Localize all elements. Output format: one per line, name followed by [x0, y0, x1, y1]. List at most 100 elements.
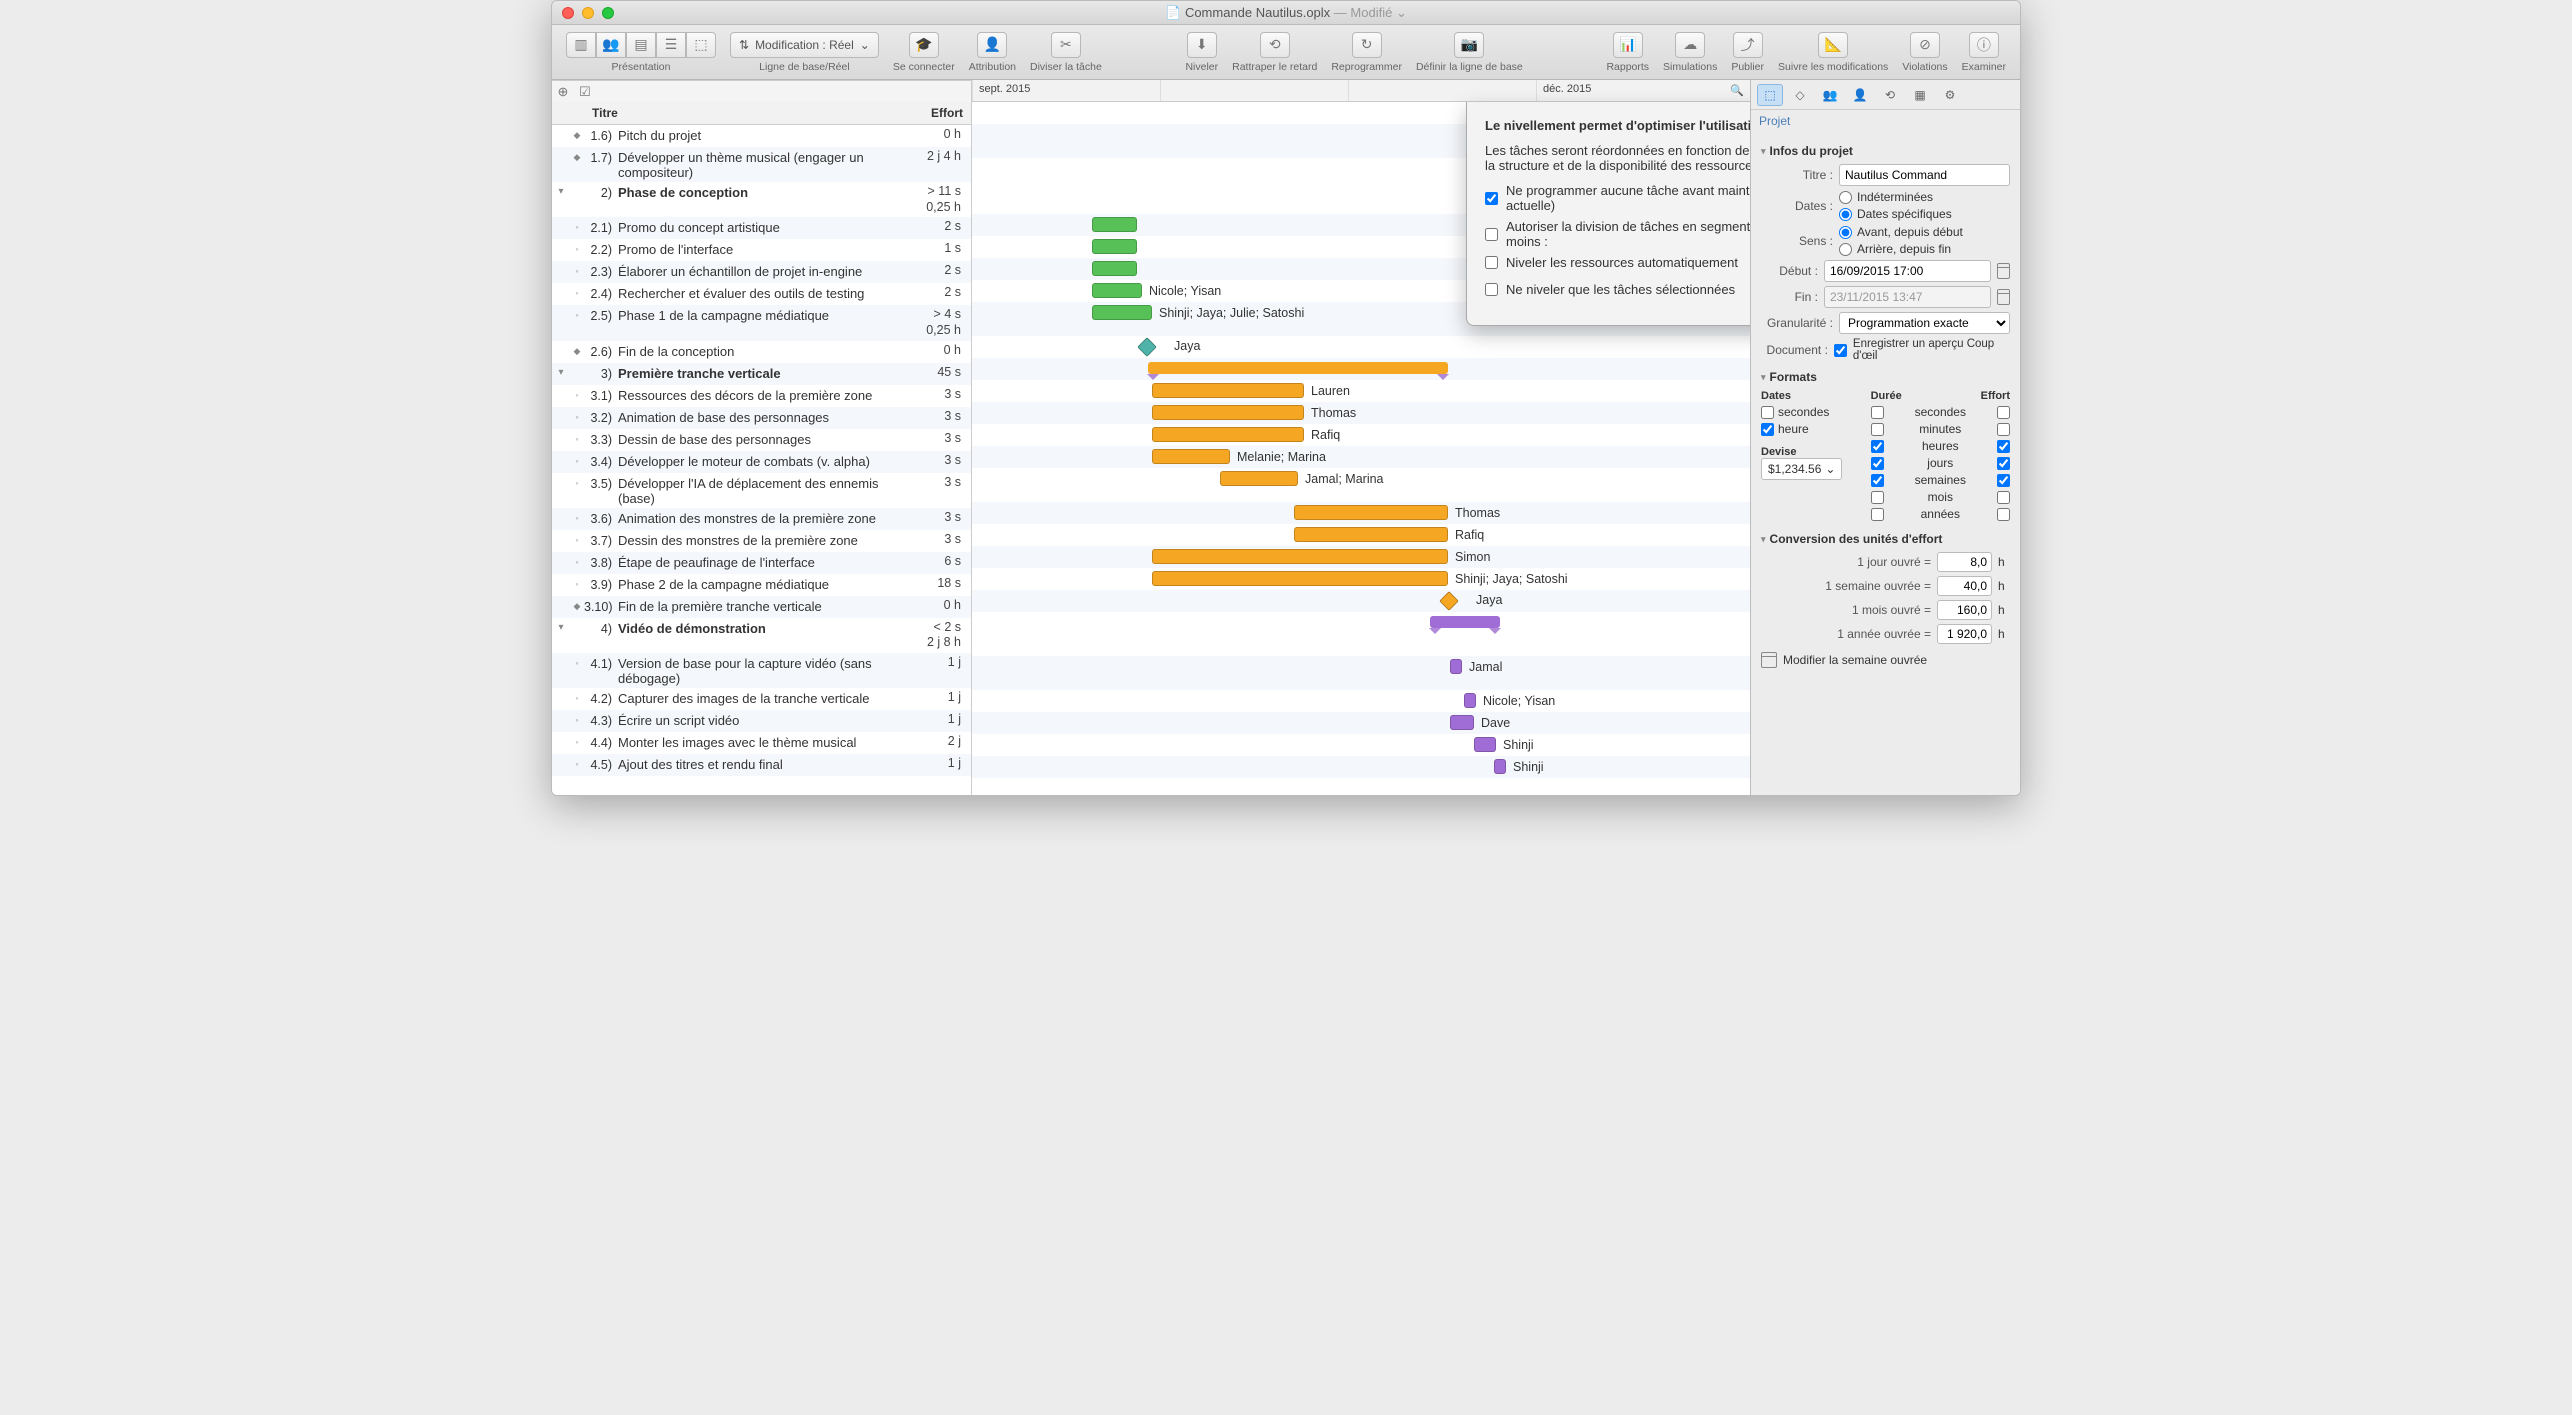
level-button[interactable]: ⬇	[1187, 32, 1217, 58]
gantt-row[interactable]: Thomas	[972, 502, 1750, 524]
gantt-bar[interactable]: Lauren	[1152, 383, 1304, 398]
gantt-row[interactable]: Simon	[972, 546, 1750, 568]
disclosure-icon[interactable]	[552, 690, 570, 692]
direction-forward-radio[interactable]	[1839, 226, 1852, 239]
task-row[interactable]: ◦2.2)Promo de l'interface1 s	[552, 239, 971, 261]
disclosure-icon[interactable]	[552, 475, 570, 477]
publish-button[interactable]: ⤴	[1733, 32, 1763, 58]
dur-hours-checkbox[interactable]	[1871, 440, 1884, 453]
view-list-button[interactable]: ☰	[656, 32, 686, 58]
conv-day-input[interactable]	[1937, 552, 1992, 572]
gantt-bar[interactable]: Shinji; Jaya; Julie; Satoshi	[1092, 305, 1152, 320]
view-resources-button[interactable]: 👥	[596, 32, 626, 58]
inspector-tab-project-icon[interactable]: ⬚	[1757, 84, 1783, 106]
calendar-icon[interactable]	[1997, 263, 2010, 279]
gantt-bar[interactable]: Shinji	[1494, 759, 1506, 774]
gantt-milestone-icon[interactable]	[1137, 337, 1157, 357]
task-row[interactable]: ◦4.1)Version de base pour la capture vid…	[552, 653, 971, 688]
gantt-summary-bar[interactable]	[1430, 616, 1500, 628]
gantt-bar[interactable]: Jamal	[1450, 659, 1462, 674]
gantt-row[interactable]: Shinji	[972, 756, 1750, 778]
disclosure-icon[interactable]	[552, 712, 570, 714]
gantt-row[interactable]: Jaya	[972, 590, 1750, 612]
task-row[interactable]: ◦3.1)Ressources des décors de la premièr…	[552, 385, 971, 407]
disclosure-icon[interactable]	[552, 576, 570, 578]
disclosure-icon[interactable]: ▾	[552, 184, 570, 197]
gantt-bar[interactable]: Rafiq	[1294, 527, 1448, 542]
opt-allow-splitting[interactable]	[1485, 228, 1498, 241]
view-outline-button[interactable]: ▤	[626, 32, 656, 58]
disclosure-icon[interactable]	[552, 149, 570, 151]
gantt-bar[interactable]: Shinji; Jaya; Satoshi	[1152, 571, 1448, 586]
currency-popup[interactable]: $1,234.56⌄	[1761, 458, 1842, 480]
inspector-tab-schedule-icon[interactable]: ⟲	[1877, 84, 1903, 106]
disclosure-icon[interactable]	[552, 409, 570, 411]
gantt-bar[interactable]: Melanie; Marina	[1152, 449, 1230, 464]
disclosure-icon[interactable]	[552, 343, 570, 345]
gantt-row[interactable]	[972, 612, 1750, 656]
gantt-row[interactable]: Dave	[972, 712, 1750, 734]
gantt-bar[interactable]	[1092, 217, 1137, 232]
dur-days-checkbox[interactable]	[1871, 457, 1884, 470]
task-row[interactable]: ◦3.8)Étape de peaufinage de l'interface6…	[552, 552, 971, 574]
task-row[interactable]: ◦3.7)Dessin des monstres de la première …	[552, 530, 971, 552]
gantt-row[interactable]	[972, 358, 1750, 380]
track-changes-button[interactable]: 📐	[1818, 32, 1848, 58]
conv-week-input[interactable]	[1937, 576, 1992, 596]
disclosure-icon[interactable]	[552, 756, 570, 758]
inspector-tab-milestone-icon[interactable]: ◇	[1787, 84, 1813, 106]
disclosure-icon[interactable]	[552, 510, 570, 512]
disclosure-icon[interactable]	[552, 127, 570, 129]
disclosure-icon[interactable]: ▾	[552, 620, 570, 633]
conv-month-input[interactable]	[1937, 600, 1992, 620]
attribution-button[interactable]: 👤	[977, 32, 1007, 58]
baseline-popup[interactable]: ⇅ Modification : Réel ⌄	[730, 32, 879, 58]
disclosure-icon[interactable]	[552, 431, 570, 433]
granularity-select[interactable]: Programmation exacte	[1839, 312, 2010, 334]
gantt-bar[interactable]: Shinji	[1474, 737, 1496, 752]
opt-no-schedule-before-now[interactable]	[1485, 192, 1498, 205]
gantt-bar[interactable]	[1092, 239, 1137, 254]
task-row[interactable]: ◆1.7)Développer un thème musical (engage…	[552, 147, 971, 182]
define-baseline-button[interactable]: 📷	[1454, 32, 1484, 58]
dates-seconds-checkbox[interactable]	[1761, 406, 1774, 419]
gantt-bar[interactable]: Dave	[1450, 715, 1474, 730]
eff-minutes-checkbox[interactable]	[1997, 423, 2010, 436]
dur-minutes-checkbox[interactable]	[1871, 423, 1884, 436]
eff-hours-checkbox[interactable]	[1997, 440, 2010, 453]
dur-months-checkbox[interactable]	[1871, 491, 1884, 504]
gantt-bar[interactable]	[1092, 261, 1137, 276]
gantt-bar[interactable]: Thomas	[1294, 505, 1448, 520]
connect-button[interactable]: 🎓	[909, 32, 939, 58]
disclosure-icon[interactable]	[552, 219, 570, 221]
gantt-row[interactable]: Rafiq	[972, 524, 1750, 546]
task-row[interactable]: ▾4)Vidéo de démonstration< 2 s 2 j 8 h	[552, 618, 971, 653]
quicklook-checkbox[interactable]	[1834, 344, 1847, 357]
gantt-chart[interactable]: sept. 2015 déc. 2015 🔍 Nicole; YisanShin…	[972, 80, 1750, 795]
gantt-row[interactable]: Nicole; Yisan	[972, 690, 1750, 712]
gantt-row[interactable]: Lauren	[972, 380, 1750, 402]
project-info-heading[interactable]: Infos du projet	[1761, 144, 2010, 158]
outline-check-button[interactable]: ☑	[574, 84, 596, 100]
disclosure-icon[interactable]	[552, 453, 570, 455]
inspector-tab-resources-icon[interactable]: 👥	[1817, 84, 1843, 106]
dates-hour-checkbox[interactable]	[1761, 423, 1774, 436]
task-row[interactable]: ◦2.4)Rechercher et évaluer des outils de…	[552, 283, 971, 305]
reports-button[interactable]: 📊	[1613, 32, 1643, 58]
formats-heading[interactable]: Formats	[1761, 370, 2010, 384]
title-chevron-icon[interactable]: ⌄	[1396, 5, 1407, 20]
disclosure-icon[interactable]	[552, 241, 570, 243]
task-row[interactable]: ◦3.3)Dessin de base des personnages3 s	[552, 429, 971, 451]
gantt-bar[interactable]: Nicole; Yisan	[1092, 283, 1142, 298]
gantt-row[interactable]: Thomas	[972, 402, 1750, 424]
disclosure-icon[interactable]	[552, 655, 570, 657]
dur-weeks-checkbox[interactable]	[1871, 474, 1884, 487]
examine-button[interactable]: ⓘ	[1969, 32, 1999, 58]
gantt-bar[interactable]: Nicole; Yisan	[1464, 693, 1476, 708]
gantt-row[interactable]: Jamal; Marina	[972, 468, 1750, 502]
col-title-header[interactable]: Titre	[584, 102, 911, 124]
task-row[interactable]: ◦3.6)Animation des monstres de la premiè…	[552, 508, 971, 530]
disclosure-icon[interactable]	[552, 734, 570, 736]
gantt-bar[interactable]: Rafiq	[1152, 427, 1304, 442]
opt-only-selected[interactable]	[1485, 283, 1498, 296]
